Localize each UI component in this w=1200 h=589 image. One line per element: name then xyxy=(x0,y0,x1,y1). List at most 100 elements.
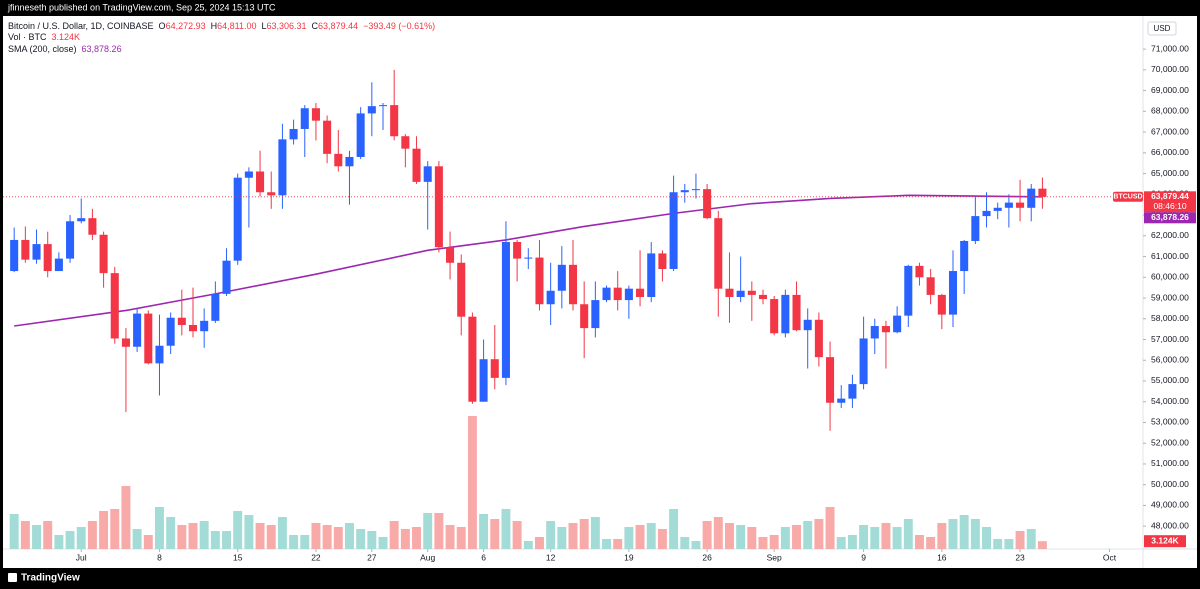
volume-bar xyxy=(412,527,421,549)
volume-badge xyxy=(1144,535,1186,548)
volume-bar xyxy=(54,535,64,549)
candle-body xyxy=(356,113,365,157)
volume-bar xyxy=(982,527,991,549)
volume-bar xyxy=(222,531,231,549)
candle-body xyxy=(758,294,768,300)
y-tick-label: 50,000.00 xyxy=(1151,479,1189,489)
y-tick-label: 62,000.00 xyxy=(1151,230,1189,240)
volume-bar xyxy=(557,527,567,549)
candle-body xyxy=(703,189,712,219)
candle-body xyxy=(1016,202,1025,208)
x-tick-label: 19 xyxy=(624,552,634,562)
y-tick-label: 58,000.00 xyxy=(1151,313,1189,323)
panel xyxy=(3,16,1197,568)
volume-bar xyxy=(780,527,790,549)
candle-body xyxy=(937,294,946,315)
y-tick-label: 67,000.00 xyxy=(1151,126,1189,136)
candle-body xyxy=(691,189,700,191)
candle-body xyxy=(177,317,186,325)
x-tick-label: Aug xyxy=(420,552,435,562)
volume-bar xyxy=(423,513,433,549)
candle-body xyxy=(300,108,309,129)
currency-box[interactable] xyxy=(1147,21,1177,36)
y-tick-label: 71,000.00 xyxy=(1151,43,1189,53)
volume-bar xyxy=(568,523,578,549)
volume-bar xyxy=(277,517,287,549)
volume-bar xyxy=(199,521,209,549)
candle-body xyxy=(848,384,857,399)
volume-bar xyxy=(244,515,254,549)
candle-body xyxy=(233,177,242,261)
volume-bar xyxy=(188,523,198,549)
candle-body xyxy=(43,244,52,272)
volume-bar xyxy=(814,519,824,549)
candle-body xyxy=(557,264,566,291)
sma-name: SMA (200, close) xyxy=(8,44,77,54)
x-tick-label: 26 xyxy=(702,552,712,562)
candle-body xyxy=(915,265,924,278)
price-badge xyxy=(1144,191,1196,213)
candle-body xyxy=(680,190,689,193)
ohlc-label: C xyxy=(312,21,319,31)
volume-bar xyxy=(512,521,522,549)
volume-badge-label: 3.124K xyxy=(1151,535,1179,545)
volume-bar xyxy=(467,416,477,549)
volume-bar xyxy=(792,525,801,549)
volume-bar xyxy=(747,527,757,549)
volume-bar xyxy=(590,517,600,549)
volume-bar xyxy=(266,525,276,549)
volume-bar xyxy=(535,537,544,549)
volume-bar xyxy=(1015,531,1025,549)
candle-body xyxy=(412,148,421,182)
volume-bar xyxy=(713,517,723,549)
volume-name: Vol · BTC xyxy=(8,32,47,42)
candle-body xyxy=(1027,188,1036,208)
volume-bar xyxy=(993,539,1003,549)
volume-bar xyxy=(1037,541,1047,549)
volume-bar xyxy=(523,541,533,549)
x-tick-label: 8 xyxy=(157,552,162,562)
candle-body xyxy=(244,171,253,178)
candle-body xyxy=(904,265,913,316)
volume-bar xyxy=(490,519,500,549)
candle-body xyxy=(893,315,902,333)
candle-body xyxy=(602,287,611,301)
currency: USD xyxy=(1154,24,1171,33)
candle-body xyxy=(77,218,86,222)
volume-bar xyxy=(769,535,779,549)
candle-body xyxy=(457,262,466,317)
volume-bar xyxy=(434,513,444,549)
candle-body xyxy=(54,258,63,272)
volume-bar xyxy=(680,537,690,549)
volume-bar xyxy=(881,523,891,549)
volume-bar xyxy=(669,509,679,549)
y-tick-label: 56,000.00 xyxy=(1151,354,1189,364)
volume-value-label: 3.124K xyxy=(52,32,81,42)
volume-bar xyxy=(691,541,701,549)
candle-body xyxy=(568,264,578,305)
volume-bar xyxy=(99,511,109,549)
brand-logo xyxy=(8,573,17,582)
candle-body xyxy=(669,192,678,269)
candle-body xyxy=(401,136,410,149)
candle-body xyxy=(289,128,298,140)
volume-bar xyxy=(76,527,86,549)
volume-bar xyxy=(210,531,220,549)
volume-bar xyxy=(892,527,902,549)
candle-body xyxy=(803,319,812,331)
volume-bar xyxy=(143,535,153,549)
candle-body xyxy=(1038,188,1047,197)
volume-bar xyxy=(970,519,980,549)
volume-bar xyxy=(479,514,489,549)
sma-value-label: 63,878.26 xyxy=(82,44,122,54)
candle-body xyxy=(434,166,443,248)
x-tick-label: Oct xyxy=(1103,552,1117,562)
volume-bar xyxy=(311,523,321,549)
volume-bar xyxy=(725,523,734,549)
y-tick-label: 57,000.00 xyxy=(1151,334,1189,344)
volume-bar xyxy=(546,521,556,549)
candle-body xyxy=(66,221,75,259)
legend-line: Bitcoin / U.S. Dollar, 1D, COINBASE O64,2… xyxy=(8,21,435,31)
